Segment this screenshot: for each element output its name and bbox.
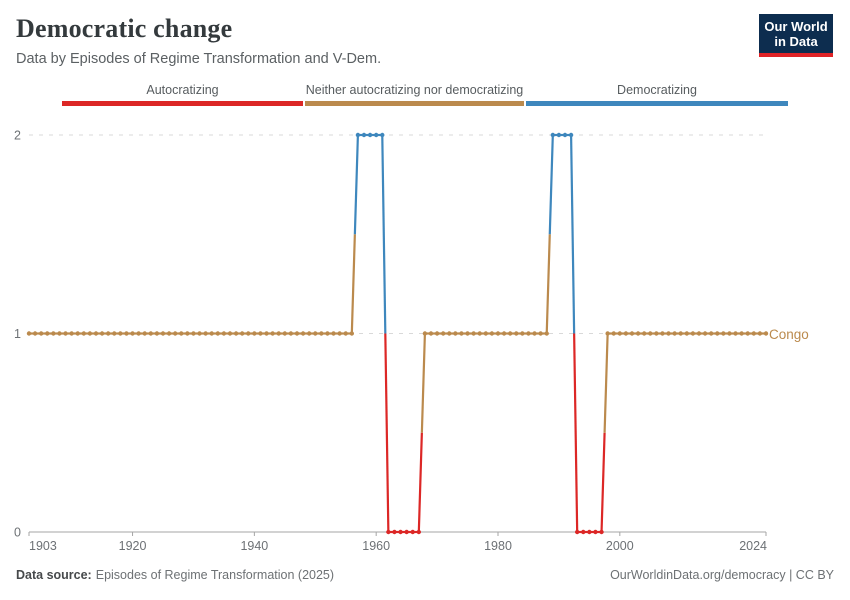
x-tick-1980: 1980 <box>484 539 512 553</box>
x-tick-2000: 2000 <box>606 539 634 553</box>
legend-label-democratizing: Democratizing <box>617 83 697 97</box>
chart-footer: Data source: Episodes of Regime Transform… <box>16 568 834 582</box>
data-source-label: Data source: <box>16 568 92 582</box>
credit-link[interactable]: OurWorldinData.org/democracy | CC BY <box>610 568 834 582</box>
y-tick-0: 0 <box>14 526 21 540</box>
legend-bar-democratizing <box>526 101 788 106</box>
legend-item-neither[interactable]: Neither autocratizing nor democratizing <box>305 83 524 107</box>
legend-item-autocratizing[interactable]: Autocratizing <box>62 83 303 107</box>
gridlines <box>29 134 766 334</box>
x-axis-labels: 1903 1920 1940 1960 1980 2000 2024 <box>29 539 767 553</box>
x-tick-1960: 1960 <box>362 539 390 553</box>
chart-subtitle: Data by Episodes of Regime Transformatio… <box>16 51 382 67</box>
series-label-congo[interactable]: Congo <box>769 327 809 342</box>
legend-bar-autocratizing <box>62 101 303 106</box>
data-source-value: Episodes of Regime Transformation (2025) <box>95 568 335 582</box>
x-tick-1903: 1903 <box>29 539 57 553</box>
x-tick-2024: 2024 <box>739 539 767 553</box>
x-tick-1920: 1920 <box>119 539 147 553</box>
y-axis-labels: 0 1 2 <box>14 129 21 540</box>
legend-label-autocratizing: Autocratizing <box>146 83 219 97</box>
owid-logo[interactable]: Our World in Data <box>759 14 833 57</box>
congo-line-dots <box>26 132 769 535</box>
legend-label-neither: Neither autocratizing nor democratizing <box>305 83 524 97</box>
data-source-note[interactable]: Data source: Episodes of Regime Transform… <box>16 568 334 582</box>
legend-bar-neither <box>305 101 524 106</box>
owid-logo-line1: Our World <box>764 19 828 34</box>
owid-logo-line2: in Data <box>774 34 818 49</box>
page-title: Democratic change <box>16 14 233 43</box>
chart-plot-area[interactable]: 1903 1920 1940 1960 1980 2000 2024 0 1 2 <box>0 0 850 565</box>
x-tick-1940: 1940 <box>240 539 268 553</box>
legend-item-democratizing[interactable]: Democratizing <box>526 83 788 107</box>
y-tick-1: 1 <box>14 327 21 341</box>
y-tick-2: 2 <box>14 129 21 143</box>
